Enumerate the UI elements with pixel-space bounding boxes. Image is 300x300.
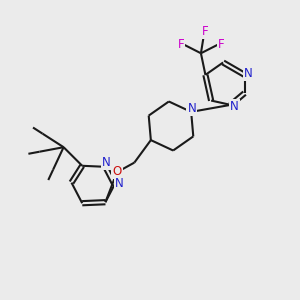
Text: N: N — [115, 177, 124, 190]
Text: N: N — [230, 100, 239, 113]
Text: N: N — [188, 102, 196, 115]
Text: N: N — [102, 156, 110, 170]
Text: F: F — [218, 38, 224, 51]
Text: O: O — [112, 165, 122, 178]
Text: F: F — [202, 25, 209, 38]
Text: N: N — [244, 67, 253, 80]
Text: F: F — [178, 38, 184, 51]
